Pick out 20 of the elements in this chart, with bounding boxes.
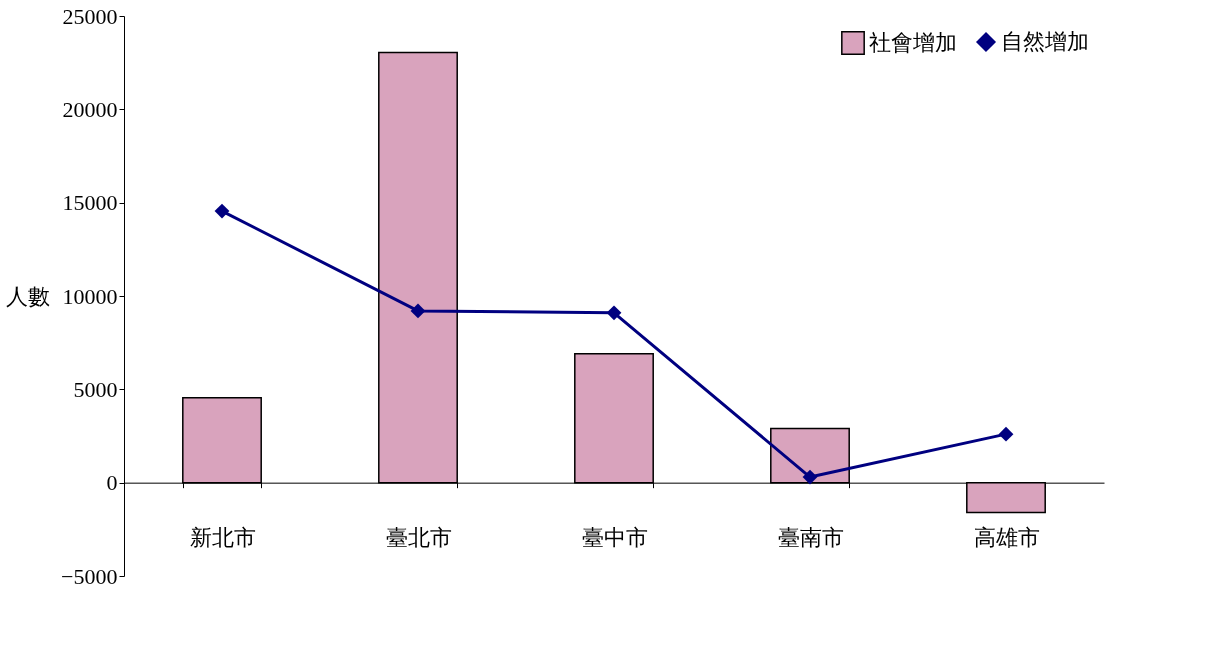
x-tick-label: 臺南市 [777,525,844,551]
point [214,203,230,219]
y-tick-label: 20000 [62,96,118,122]
y-tick-label: 0 [106,470,118,496]
y-tick-label: 10000 [62,283,118,309]
x-tick-label: 高雄市 [973,525,1040,551]
point [802,469,818,485]
y-tick-label: 5000 [73,376,118,402]
y-tick-label: 15000 [62,190,118,216]
point [606,305,622,321]
y-axis-title: 人數 [5,283,50,309]
legend-label: 自然增加 [1001,29,1089,54]
x-tick-label: 臺中市 [581,525,648,551]
y-tick-label: −5000 [61,563,118,589]
x-tick-label: 臺北市 [385,525,452,551]
legend-label: 社會增加 [869,30,957,55]
y-tick-label: 25000 [62,3,118,29]
x-tick-label: 新北市 [189,525,256,551]
point [998,426,1014,442]
point [410,303,426,319]
